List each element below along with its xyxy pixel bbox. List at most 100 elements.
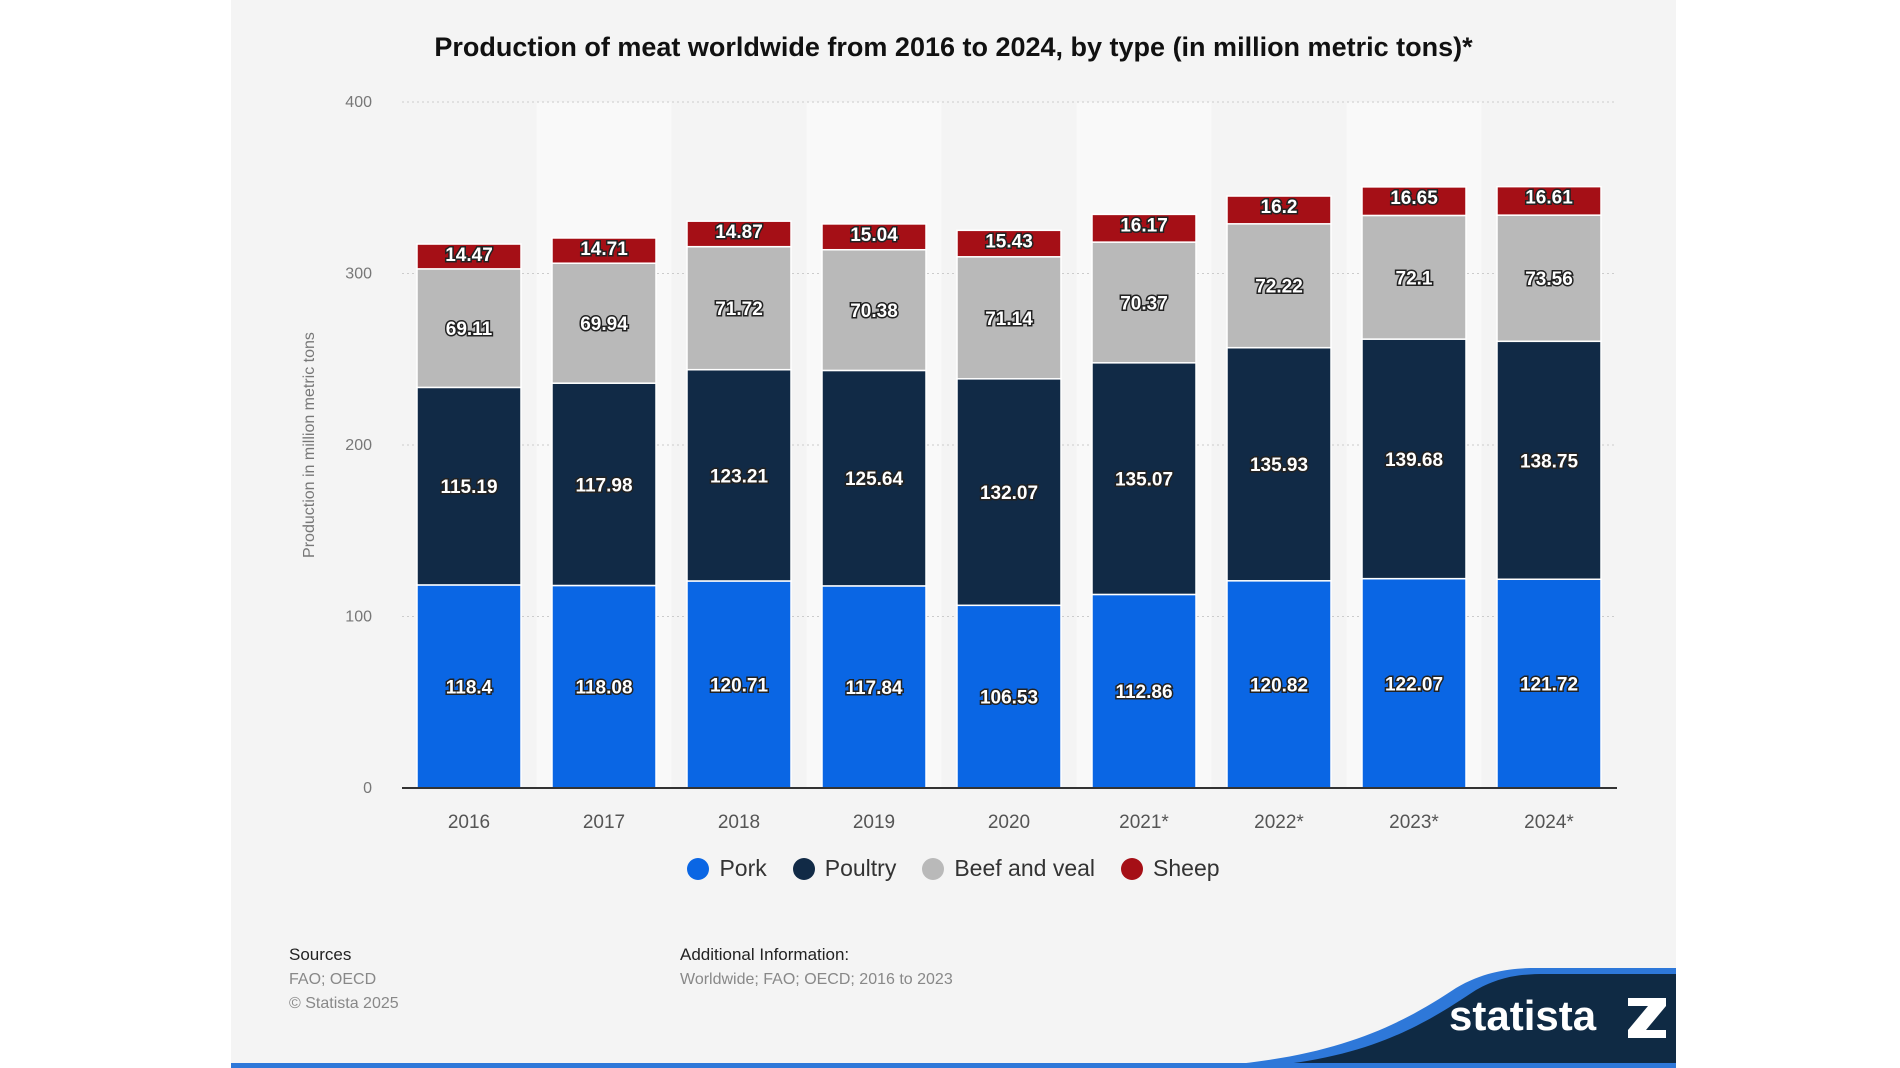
- legend-label: Sheep: [1153, 855, 1220, 881]
- bar-segment-poultry: [956, 378, 1062, 607]
- data-label: 135.93: [1250, 455, 1308, 476]
- bar-segment-poultry: [416, 386, 522, 586]
- bar-segment-beef-and-veal: [416, 268, 522, 389]
- data-label: 16.61: [1525, 188, 1573, 209]
- y-axis-label: Production in million metric tons: [301, 332, 318, 558]
- legend-dot-icon: [792, 857, 815, 880]
- chart-card: Production of meat worldwide from 2016 t…: [231, 0, 1676, 1068]
- data-label: 118.4: [446, 677, 493, 698]
- data-label: 72.1: [1396, 268, 1433, 289]
- bottom-accent-line: [231, 1063, 1676, 1068]
- bar-segment-poultry: [551, 382, 657, 587]
- bar-segment-pork: [1091, 593, 1197, 789]
- bar-segment-poultry: [1226, 346, 1332, 582]
- data-label: 125.64: [845, 469, 904, 490]
- y-tick-label: 100: [345, 609, 372, 626]
- bar-segment-beef-and-veal: [1091, 241, 1197, 364]
- data-label: 14.47: [445, 245, 493, 266]
- data-label: 120.82: [1250, 675, 1308, 696]
- legend-item[interactable]: Pork: [687, 855, 767, 882]
- data-label: 15.43: [985, 231, 1033, 252]
- logo-text: statista: [1449, 992, 1597, 1039]
- data-label: 16.17: [1120, 215, 1168, 236]
- bar-segment-pork: [686, 580, 792, 789]
- data-label: 69.94: [580, 314, 628, 335]
- data-label: 14.71: [580, 239, 628, 260]
- legend-label: Beef and veal: [954, 855, 1096, 881]
- data-label: 139.68: [1385, 450, 1443, 471]
- y-tick-label: 0: [363, 780, 372, 797]
- bar-segment-sheep: [1226, 195, 1332, 225]
- bar-segment-pork: [416, 584, 522, 789]
- legend-dot-icon: [687, 857, 710, 880]
- legend-item[interactable]: Poultry: [792, 855, 896, 882]
- data-label: 69.11: [446, 319, 493, 340]
- legend-dot-icon: [1121, 857, 1144, 880]
- bar-segment-poultry: [1361, 338, 1467, 580]
- additional-info-text: Worldwide; FAO; OECD; 2016 to 2023: [680, 971, 953, 988]
- data-label: 120.71: [710, 675, 769, 696]
- bar-segment-sheep: [1361, 186, 1467, 217]
- bar-segment-beef-and-veal: [686, 245, 792, 371]
- bar-segment-beef-and-veal: [1496, 214, 1602, 343]
- bar-segment-sheep: [686, 220, 792, 248]
- data-label: 117.84: [845, 678, 902, 699]
- additional-info-label: Additional Information:: [680, 945, 850, 964]
- bar-segment-beef-and-veal: [821, 248, 927, 372]
- data-label: 123.21: [710, 466, 769, 487]
- data-label: 72.22: [1255, 277, 1303, 298]
- sources-label: Sources: [289, 945, 352, 964]
- data-label: 71.72: [715, 299, 763, 320]
- data-label: 73.56: [1525, 269, 1573, 290]
- logo-mark-icon: [1628, 998, 1666, 1038]
- legend-item[interactable]: Beef and veal: [922, 855, 1095, 882]
- x-tick-label: 2020: [988, 812, 1030, 833]
- data-label: 118.08: [575, 678, 632, 699]
- bar-segment-poultry: [1496, 340, 1602, 581]
- bar-segment-sheep: [551, 237, 657, 264]
- legend-item[interactable]: Sheep: [1121, 855, 1220, 882]
- data-label: 112.86: [1115, 682, 1172, 703]
- legend-dot-icon: [922, 857, 945, 880]
- bar-segment-poultry: [686, 368, 792, 582]
- chart-title: Production of meat worldwide from 2016 t…: [434, 32, 1473, 62]
- data-label: 138.75: [1520, 451, 1579, 472]
- data-label: 70.38: [850, 301, 898, 322]
- legend-label: Pork: [719, 855, 767, 881]
- stacked-bar-chart: 0 100 200 300 400 Production in million metri…: [301, 94, 1617, 833]
- data-label: 115.19: [440, 477, 497, 498]
- data-label: 106.53: [980, 688, 1038, 709]
- bar-segment-pork: [1496, 578, 1602, 789]
- x-tick-label: 2021*: [1119, 812, 1169, 833]
- data-label: 117.98: [575, 475, 632, 496]
- data-label: 16.2: [1261, 197, 1298, 218]
- data-label: 122.07: [1385, 674, 1443, 695]
- x-tick-label: 2023*: [1389, 812, 1439, 833]
- bar-segment-poultry: [1091, 362, 1197, 596]
- bar-segment-beef-and-veal: [1361, 214, 1467, 340]
- data-label: 71.14: [985, 309, 1033, 330]
- bar-segment-poultry: [821, 369, 927, 587]
- data-label: 15.04: [850, 225, 898, 246]
- x-tick-label: 2018: [718, 812, 760, 833]
- bar-segment-sheep: [956, 229, 1062, 258]
- x-tick-label: 2017: [583, 812, 625, 833]
- copyright: © Statista 2025: [289, 995, 399, 1012]
- data-label: 132.07: [980, 483, 1038, 504]
- legend: Pork Poultry Beef and veal Sheep: [231, 855, 1676, 882]
- data-label: 70.37: [1120, 293, 1168, 314]
- statista-logo: statista: [1176, 968, 1676, 1068]
- data-label: 16.65: [1390, 188, 1438, 209]
- bar-segment-pork: [821, 585, 927, 789]
- y-tick-label: 300: [345, 266, 372, 283]
- data-label: 121.72: [1520, 675, 1578, 696]
- sources-text: FAO; OECD: [289, 971, 377, 988]
- y-tick-label: 200: [345, 437, 372, 454]
- x-tick-label: 2022*: [1254, 812, 1304, 833]
- bar-segment-sheep: [1091, 213, 1197, 243]
- y-tick-label: 400: [345, 94, 372, 111]
- bar-segment-sheep: [416, 243, 522, 270]
- data-label: 14.87: [715, 222, 763, 243]
- x-tick-label: 2024*: [1524, 812, 1574, 833]
- bar-segment-beef-and-veal: [956, 256, 1062, 380]
